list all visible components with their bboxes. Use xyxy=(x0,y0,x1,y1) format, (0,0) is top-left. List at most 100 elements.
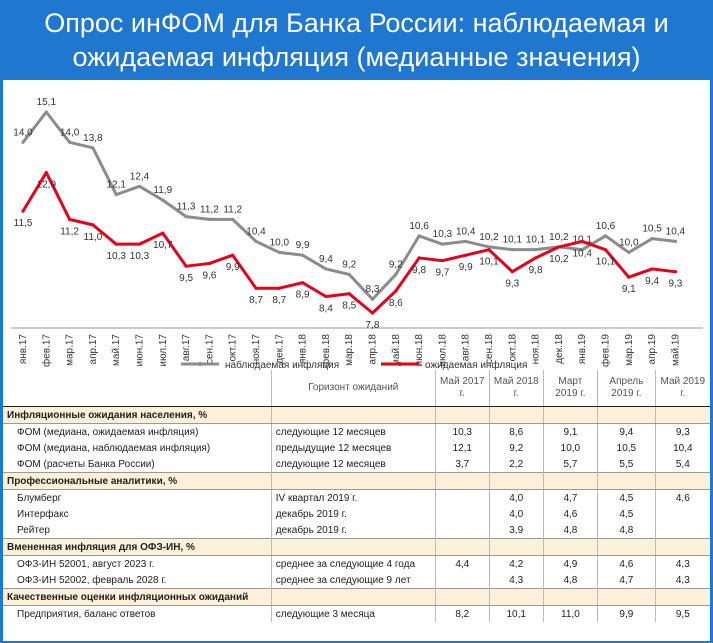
x-tick-label: апр.18 xyxy=(368,334,379,365)
slide-title: Опрос инФОМ для Банка России: наблюдаема… xyxy=(44,8,669,72)
table-row: ОФЗ-ИН 52001, август 2023 г. среднее за с… xyxy=(3,555,710,572)
data-label: 8,3 xyxy=(366,284,380,295)
data-label: 10,6 xyxy=(409,221,429,232)
data-label: 10,7 xyxy=(153,240,173,251)
data-label: 8,7 xyxy=(249,295,263,306)
x-tick-label: окт.17 xyxy=(228,334,239,362)
row-value: 10,3 xyxy=(435,423,490,440)
data-label: 9,5 xyxy=(179,273,193,284)
row-horizon: IV квартал 2019 г. xyxy=(271,489,436,506)
row-horizon: декабрь 2019 г. xyxy=(271,506,436,522)
table-section-row: Вмененная инфляция для ОФЗ-ИН, % xyxy=(3,538,710,556)
data-label: 11,3 xyxy=(177,202,196,213)
row-value: 9,5 xyxy=(675,608,690,620)
section-empty-cell xyxy=(271,472,436,490)
data-point xyxy=(627,250,631,255)
data-label: 7,8 xyxy=(366,320,380,331)
data-point xyxy=(231,217,235,221)
data-point xyxy=(464,239,468,244)
table-header-cell: Апрель 2019 г. xyxy=(597,370,656,407)
section-empty-cell xyxy=(543,406,599,424)
row-label: Предприятия, баланс ответов xyxy=(3,605,272,622)
data-label: 8,4 xyxy=(319,303,333,314)
row-horizon: следующие 12 месяцев xyxy=(271,423,436,440)
section-empty-cell xyxy=(489,406,544,424)
data-label: 10,4 xyxy=(666,226,686,237)
section-empty-cell xyxy=(271,538,436,556)
row-horizon: среднее за следующие 4 года xyxy=(271,555,436,572)
data-label: 10,5 xyxy=(642,224,662,235)
data-label: 11,2 xyxy=(223,204,242,215)
data-point xyxy=(510,270,514,274)
data-point xyxy=(161,198,165,202)
data-point xyxy=(510,248,514,252)
data-label: 9,8 xyxy=(412,265,426,276)
row-value: 5,5 xyxy=(597,456,656,473)
row-value: 11,0 xyxy=(543,605,599,622)
row-value: 4,3 xyxy=(675,574,690,586)
table-row: ОФЗ-ИН 52002, февраль 2028 г. среднее за … xyxy=(3,572,710,589)
row-value: 4,2 xyxy=(489,555,544,572)
x-tick-label: янв.19 xyxy=(577,334,588,365)
data-label: 9,4 xyxy=(645,276,659,287)
table-header-row: Горизонт ожиданий Май 2017 г. Май 2018 г. М… xyxy=(3,370,710,407)
data-label: 10,1 xyxy=(526,235,546,246)
section-empty-cell xyxy=(655,406,710,424)
data-point xyxy=(277,250,281,255)
data-point xyxy=(534,256,538,260)
data-point xyxy=(277,286,281,290)
x-tick-label: мар.17 xyxy=(65,334,76,366)
section-empty-cell xyxy=(597,472,656,490)
data-label: 11,0 xyxy=(84,232,103,243)
data-point xyxy=(580,239,584,244)
row-horizon: декабрь 2019 г. xyxy=(271,522,436,539)
data-label: 13,8 xyxy=(83,133,103,144)
section-empty-cell xyxy=(435,588,490,606)
row-value: 9,1 xyxy=(543,423,599,440)
x-tick-label: мар.19 xyxy=(624,334,635,366)
row-label: Рейтер xyxy=(3,522,272,539)
table-row: ФОМ (медиана, ожидаемая инфляция) следующ… xyxy=(3,423,710,440)
data-label: 9,9 xyxy=(296,240,310,251)
section-empty-cell xyxy=(597,406,656,424)
x-tick-label: июн.18 xyxy=(414,334,425,367)
table-row: Блумберг IV квартал 2019 г. 4,0 4,7 4,5 4,6 xyxy=(3,489,710,506)
data-point xyxy=(254,239,258,244)
data-point xyxy=(487,248,491,252)
section-title: Профессиональные аналитики, % xyxy=(3,472,272,490)
data-point xyxy=(254,286,258,290)
x-tick-label: дек.18 xyxy=(554,334,565,364)
data-point xyxy=(68,217,72,221)
data-point xyxy=(603,234,608,238)
row-value: 9,3 xyxy=(675,426,690,438)
data-point xyxy=(534,248,538,252)
data-label: 10,1 xyxy=(503,235,523,246)
data-label: 10,4 xyxy=(572,248,592,259)
row-value: 4,8 xyxy=(543,522,599,539)
section-empty-cell xyxy=(543,538,599,556)
row-value: 4,8 xyxy=(543,572,599,589)
data-point xyxy=(91,146,95,150)
data-point xyxy=(673,270,678,274)
row-value xyxy=(655,522,710,539)
row-value: 4,6 xyxy=(543,506,599,522)
table-row: ФОМ (расчеты Банка России) следующие 12 м… xyxy=(3,456,710,473)
row-value: 4,8 xyxy=(597,522,656,539)
data-label: 10,3 xyxy=(130,251,150,262)
table-section-row: Инфляционные ожидания населения, % xyxy=(3,406,710,424)
x-tick-label: апр.17 xyxy=(88,334,99,365)
row-horizon: среднее за следующие 9 лет xyxy=(271,572,436,589)
row-value: 8,6 xyxy=(489,423,544,440)
row-value: 10,0 xyxy=(543,440,599,456)
data-label: 9,8 xyxy=(529,265,543,276)
data-label: 10,1 xyxy=(596,257,616,268)
row-value: 9,4 xyxy=(597,423,656,440)
row-value xyxy=(435,572,490,589)
row-label: Интерфакс xyxy=(3,506,272,522)
data-label: 9,9 xyxy=(459,262,473,273)
data-point xyxy=(650,267,654,271)
table-row: Рейтер декабрь 2019 г. 3,9 4,8 4,8 xyxy=(3,522,710,539)
x-tick-label: май.17 xyxy=(111,334,122,366)
table-row: Предприятия, баланс ответов следующие 3 м… xyxy=(3,605,710,622)
x-tick-label: май.18 xyxy=(391,334,402,366)
